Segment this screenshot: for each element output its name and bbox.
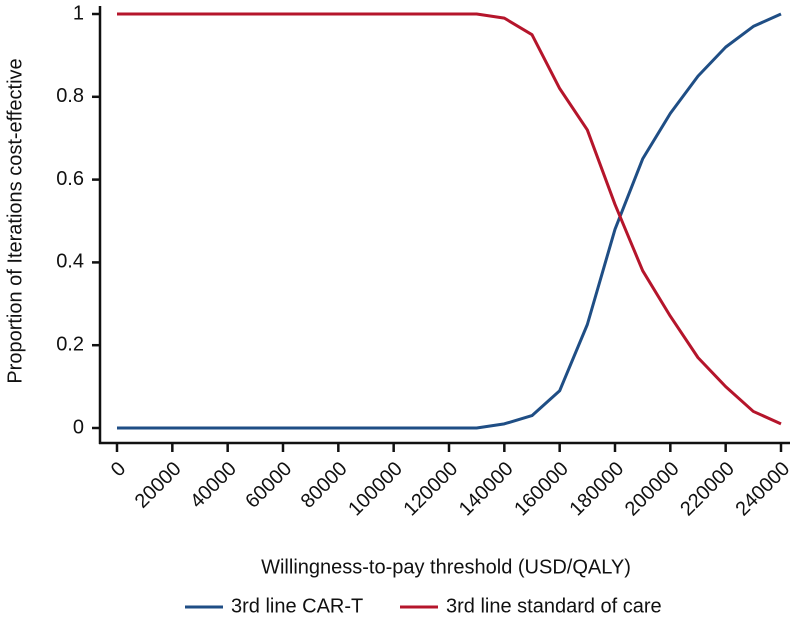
y-tick-label: 0.4 [56, 251, 84, 273]
y-tick-label: 0.6 [56, 168, 84, 190]
x-tick-label: 220000 [676, 458, 739, 521]
x-tick-label: 100000 [344, 458, 407, 521]
line-series [117, 12, 782, 426]
y-axis-title: Proportion of Iterations cost-effective [4, 58, 26, 383]
x-tick-label: 0 [107, 458, 130, 481]
x-tick-label: 240000 [732, 458, 795, 521]
x-tick-label: 120000 [400, 458, 463, 521]
x-tick-label: 180000 [566, 458, 629, 521]
y-tick-label: 0.2 [56, 333, 84, 355]
y-tick-label: 0.8 [56, 85, 84, 107]
x-tick-label: 40000 [186, 458, 241, 513]
x-tick-label: 200000 [621, 458, 684, 521]
y-tick-label: 0 [73, 416, 84, 438]
legend-label: 3rd line CAR-T [231, 595, 363, 617]
legend-label: 3rd line standard of care [446, 595, 662, 617]
line-series [117, 12, 782, 430]
x-axis-title: Willingness-to-pay threshold (USD/QALY) [261, 556, 631, 578]
x-tick-label: 60000 [241, 458, 296, 513]
x-tick-label: 140000 [455, 458, 518, 521]
x-tick-label: 160000 [510, 458, 573, 521]
y-tick-label: 1 [73, 2, 84, 24]
x-tick-label: 20000 [131, 458, 186, 513]
